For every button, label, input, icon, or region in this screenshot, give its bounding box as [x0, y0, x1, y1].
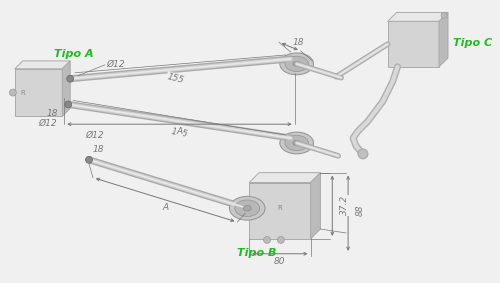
Polygon shape	[388, 12, 448, 21]
Ellipse shape	[280, 53, 314, 75]
Polygon shape	[439, 12, 448, 67]
Text: Ø12: Ø12	[85, 131, 103, 140]
Text: A: A	[176, 127, 182, 136]
Polygon shape	[249, 183, 310, 239]
Text: Ø12: Ø12	[38, 119, 57, 128]
Text: R: R	[21, 89, 25, 96]
Text: R: R	[278, 205, 282, 211]
Polygon shape	[62, 61, 70, 116]
Ellipse shape	[285, 135, 308, 151]
Text: 18: 18	[46, 109, 58, 118]
Text: Ø12: Ø12	[106, 59, 124, 68]
Ellipse shape	[230, 196, 265, 220]
Polygon shape	[15, 61, 70, 69]
Text: 155: 155	[166, 72, 185, 85]
Ellipse shape	[235, 200, 260, 216]
Circle shape	[86, 156, 92, 163]
Circle shape	[264, 236, 270, 243]
Text: 88: 88	[356, 205, 364, 216]
Ellipse shape	[293, 141, 300, 145]
Text: 155: 155	[170, 127, 189, 139]
Circle shape	[67, 75, 73, 82]
Circle shape	[10, 89, 16, 96]
Text: 80: 80	[274, 257, 285, 266]
Text: A: A	[162, 203, 168, 212]
Circle shape	[358, 149, 368, 159]
Text: 18: 18	[293, 38, 304, 47]
Circle shape	[278, 236, 284, 243]
Ellipse shape	[285, 56, 308, 72]
Ellipse shape	[293, 61, 300, 66]
Text: 18: 18	[93, 145, 104, 154]
Circle shape	[441, 12, 447, 18]
Text: Tipo A: Tipo A	[54, 49, 94, 59]
Text: 37.2: 37.2	[340, 195, 348, 215]
Text: Tipo C: Tipo C	[453, 38, 492, 48]
Ellipse shape	[280, 132, 314, 154]
Polygon shape	[388, 21, 439, 67]
Polygon shape	[15, 69, 62, 116]
Circle shape	[65, 101, 71, 108]
Text: Tipo B: Tipo B	[238, 248, 277, 258]
Polygon shape	[249, 173, 320, 183]
Polygon shape	[310, 173, 320, 239]
Ellipse shape	[243, 205, 251, 211]
